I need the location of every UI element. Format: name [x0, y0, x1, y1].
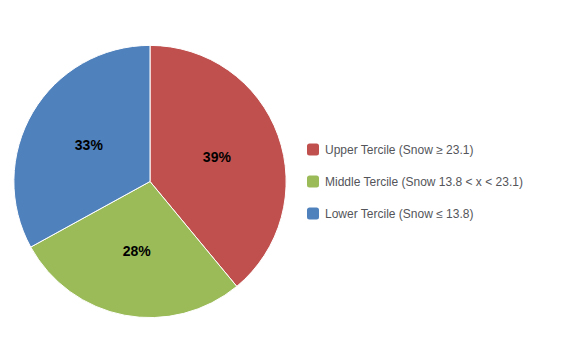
svg-text:Middle Tercile (Snow 13.8 < x: Middle Tercile (Snow 13.8 < x < 23.1) — [325, 175, 523, 189]
svg-text:39%: 39% — [203, 149, 232, 165]
svg-text:Upper Tercile (Snow ≥ 23.1): Upper Tercile (Snow ≥ 23.1) — [325, 143, 473, 157]
svg-text:28%: 28% — [123, 243, 152, 259]
svg-text:33%: 33% — [75, 137, 104, 153]
svg-text:Lower Tercile (Snow ≤ 13.8): Lower Tercile (Snow ≤ 13.8) — [325, 207, 473, 221]
